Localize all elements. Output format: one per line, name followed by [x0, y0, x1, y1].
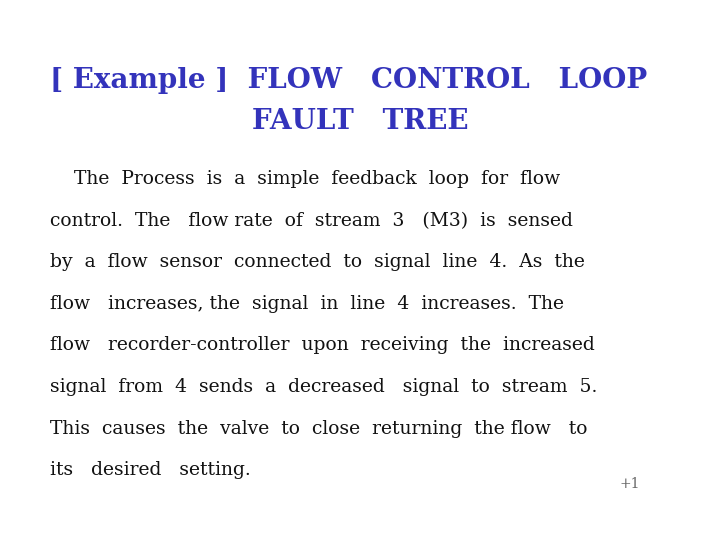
Text: [ Example ]  FLOW   CONTROL   LOOP: [ Example ] FLOW CONTROL LOOP — [50, 68, 648, 94]
Text: flow   increases, the  signal  in  line  4  increases.  The: flow increases, the signal in line 4 inc… — [50, 295, 564, 313]
Text: This  causes  the  valve  to  close  returning  the flow   to: This causes the valve to close returning… — [50, 420, 588, 437]
Text: signal  from  4  sends  a  decreased   signal  to  stream  5.: signal from 4 sends a decreased signal t… — [50, 378, 598, 396]
Text: by  a  flow  sensor  connected  to  signal  line  4.  As  the: by a flow sensor connected to signal lin… — [50, 253, 585, 271]
Text: control.  The   flow rate  of  stream  3   (M3)  is  sensed: control. The flow rate of stream 3 (M3) … — [50, 212, 573, 230]
Text: FAULT   TREE: FAULT TREE — [252, 108, 468, 135]
Text: flow   recorder-controller  upon  receiving  the  increased: flow recorder-controller upon receiving … — [50, 336, 595, 354]
Text: its   desired   setting.: its desired setting. — [50, 461, 251, 479]
Text: +1: +1 — [620, 477, 640, 491]
Text: The  Process  is  a  simple  feedback  loop  for  flow: The Process is a simple feedback loop fo… — [50, 170, 561, 188]
